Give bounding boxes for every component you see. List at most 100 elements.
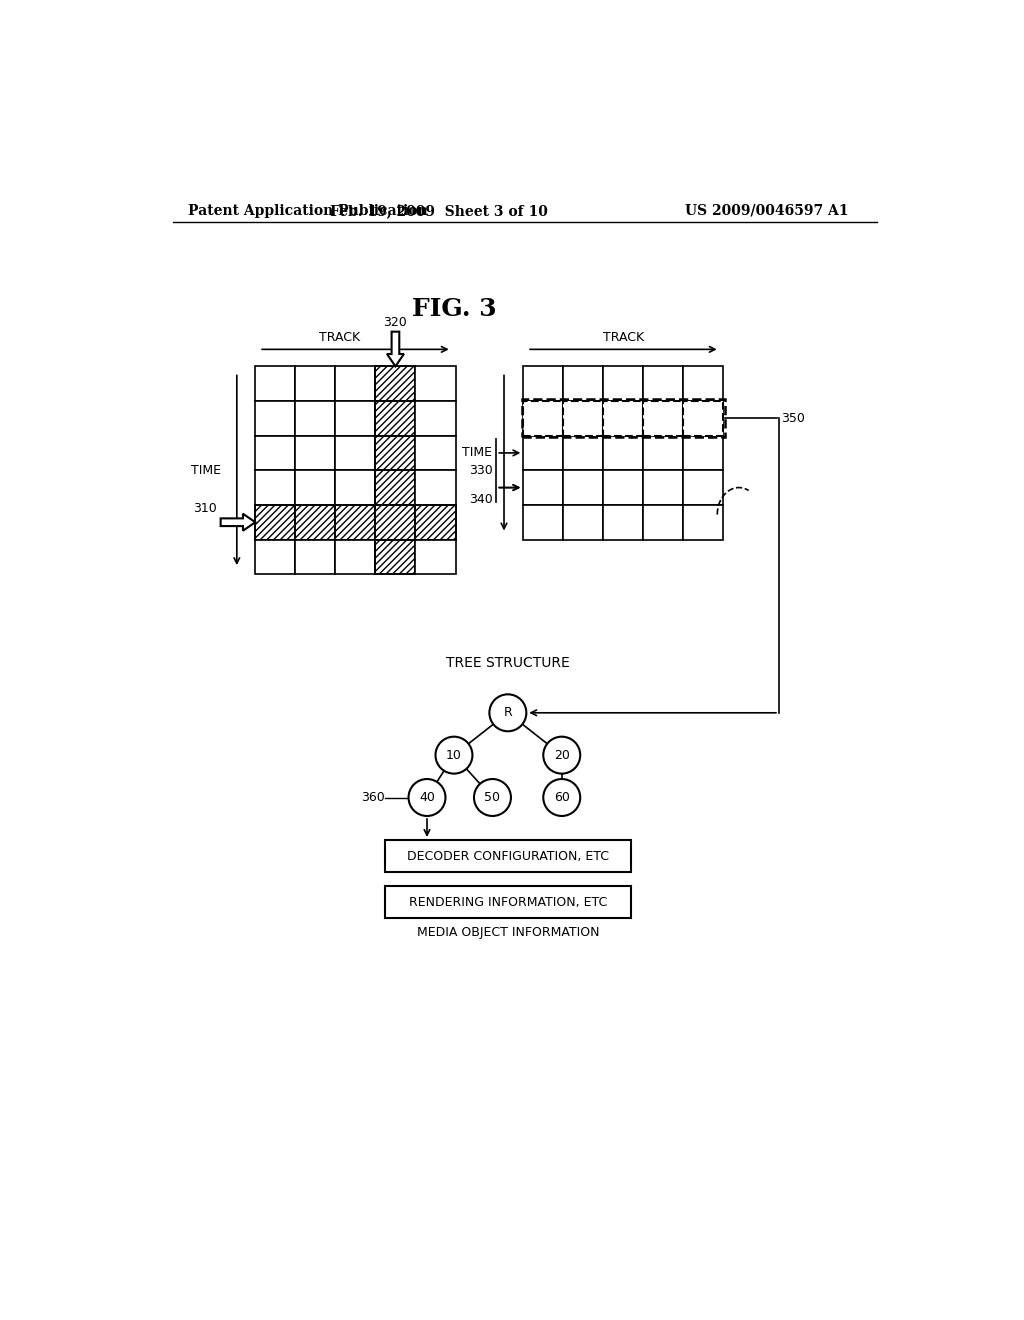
Bar xyxy=(563,436,603,470)
Bar xyxy=(416,367,456,401)
Bar xyxy=(643,367,683,401)
Bar xyxy=(255,506,295,540)
Text: TRACK: TRACK xyxy=(318,330,360,343)
Bar xyxy=(376,367,416,401)
Bar xyxy=(643,436,683,470)
Bar xyxy=(255,401,295,436)
Bar xyxy=(376,470,416,506)
Bar xyxy=(336,436,376,470)
Bar xyxy=(376,540,416,574)
Text: 60: 60 xyxy=(554,791,569,804)
Bar xyxy=(376,540,416,574)
Bar xyxy=(255,436,295,470)
Bar xyxy=(255,367,295,401)
Bar xyxy=(295,436,336,470)
Bar xyxy=(563,367,603,401)
Text: TREE STRUCTURE: TREE STRUCTURE xyxy=(446,656,569,669)
Polygon shape xyxy=(387,331,403,367)
Bar xyxy=(336,401,376,436)
Bar xyxy=(563,401,603,436)
Bar xyxy=(255,506,295,540)
Text: DECODER CONFIGURATION, ETC: DECODER CONFIGURATION, ETC xyxy=(407,850,609,862)
Circle shape xyxy=(474,779,511,816)
Text: RENDERING INFORMATION, ETC: RENDERING INFORMATION, ETC xyxy=(409,896,607,908)
Bar xyxy=(385,840,631,873)
Bar xyxy=(295,540,336,574)
Bar xyxy=(376,436,416,470)
Bar xyxy=(683,401,724,436)
Bar xyxy=(416,470,456,506)
Bar xyxy=(683,470,724,506)
Bar xyxy=(376,401,416,436)
Bar xyxy=(376,367,416,401)
Bar xyxy=(523,470,563,506)
Bar xyxy=(416,436,456,470)
Bar xyxy=(295,401,336,436)
Text: TIME: TIME xyxy=(191,463,221,477)
Text: R: R xyxy=(504,706,512,719)
Bar xyxy=(376,401,416,436)
Bar xyxy=(336,506,376,540)
Text: 310: 310 xyxy=(194,502,217,515)
Bar xyxy=(683,506,724,540)
Bar xyxy=(255,470,295,506)
Bar xyxy=(376,506,416,540)
Circle shape xyxy=(544,737,581,774)
Bar xyxy=(376,436,416,470)
Bar xyxy=(563,506,603,540)
Text: 330: 330 xyxy=(469,463,493,477)
Bar xyxy=(683,436,724,470)
Bar xyxy=(683,401,724,436)
Bar xyxy=(523,367,563,401)
Bar xyxy=(563,470,603,506)
Bar xyxy=(376,470,416,506)
Bar xyxy=(643,470,683,506)
Text: US 2009/0046597 A1: US 2009/0046597 A1 xyxy=(685,203,849,218)
Text: FIG. 3: FIG. 3 xyxy=(412,297,497,321)
Bar xyxy=(643,506,683,540)
Bar xyxy=(295,506,336,540)
Text: TRACK: TRACK xyxy=(603,330,644,343)
Bar xyxy=(643,401,683,436)
Bar xyxy=(385,886,631,919)
Text: 40: 40 xyxy=(419,791,435,804)
Text: 340: 340 xyxy=(469,492,493,506)
Bar xyxy=(603,470,643,506)
Bar xyxy=(523,401,563,436)
Bar xyxy=(603,401,643,436)
Text: 350: 350 xyxy=(781,412,805,425)
Bar xyxy=(416,401,456,436)
Bar xyxy=(295,367,336,401)
Bar xyxy=(603,506,643,540)
Bar xyxy=(603,401,643,436)
Bar xyxy=(336,470,376,506)
Text: Patent Application Publication: Patent Application Publication xyxy=(188,203,428,218)
Text: 320: 320 xyxy=(384,315,408,329)
Text: 20: 20 xyxy=(554,748,569,762)
Bar xyxy=(416,506,456,540)
Text: 10: 10 xyxy=(446,748,462,762)
Text: MEDIA OBJECT INFORMATION: MEDIA OBJECT INFORMATION xyxy=(417,925,599,939)
Text: 360: 360 xyxy=(360,791,385,804)
Circle shape xyxy=(544,779,581,816)
Bar xyxy=(336,540,376,574)
Bar xyxy=(523,436,563,470)
Text: TIME: TIME xyxy=(463,446,493,459)
Text: 50: 50 xyxy=(484,791,501,804)
Bar xyxy=(683,367,724,401)
Bar xyxy=(336,367,376,401)
Bar xyxy=(643,401,683,436)
Bar xyxy=(376,506,416,540)
Polygon shape xyxy=(220,513,255,531)
Bar xyxy=(295,506,336,540)
Circle shape xyxy=(489,694,526,731)
Bar xyxy=(523,401,563,436)
Bar xyxy=(416,540,456,574)
Circle shape xyxy=(435,737,472,774)
Bar xyxy=(416,506,456,540)
Bar xyxy=(255,540,295,574)
Bar xyxy=(603,436,643,470)
Bar xyxy=(603,367,643,401)
Circle shape xyxy=(409,779,445,816)
Text: Feb. 19, 2009  Sheet 3 of 10: Feb. 19, 2009 Sheet 3 of 10 xyxy=(330,203,548,218)
